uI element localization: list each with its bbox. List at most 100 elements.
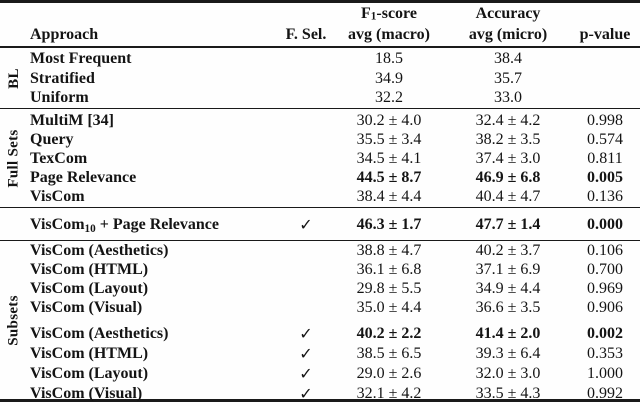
- f1-score-cell: 36.1 ± 6.8: [356, 261, 422, 279]
- table-row: VisCom (HTML) 36.1 ± 6.8 37.1 ± 6.9 0.70…: [0, 261, 640, 280]
- table-header: F1-score Accuracy Approach F. Sel. avg (…: [0, 4, 640, 45]
- p-value-cell: 0.811: [587, 149, 623, 167]
- approach-name: Stratified: [30, 69, 95, 87]
- rule-below-header: [0, 46, 640, 48]
- table-row: VisCom (Aesthetics) ✓ 40.2 ± 2.2 41.4 ± …: [0, 324, 640, 344]
- f1-score-cell: 34.5 ± 4.1: [356, 149, 422, 167]
- approach-name: Most Frequent: [30, 49, 132, 67]
- f1-score-cell: 29.0 ± 2.6: [356, 365, 422, 382]
- approach-name: VisCom (HTML): [30, 261, 149, 279]
- table-row: TexCom 34.5 ± 4.1 37.4 ± 3.0 0.811: [0, 149, 640, 168]
- rule-top: [0, 0, 640, 3]
- table-row: VisCom (Visual) 35.0 ± 4.4 36.6 ± 3.5 0.…: [0, 298, 640, 317]
- approach-name: VisCom (Visual): [30, 385, 143, 402]
- p-value-cell: 0.136: [587, 187, 623, 205]
- f1-score-cell: 30.2 ± 4.0: [356, 111, 422, 129]
- section-combined: VisCom10 + Page Relevance ✓ 46.3 ± 1.7 4…: [0, 209, 640, 240]
- table-row: Stratified 34.9 35.7: [0, 69, 640, 89]
- f1-score-cell: 32.2: [375, 89, 403, 107]
- table-row: VisCom (Layout) ✓ 29.0 ± 2.6 32.0 ± 3.0 …: [0, 364, 640, 384]
- checkmark: ✓: [299, 216, 313, 234]
- approach-name: VisCom (Aesthetics): [30, 242, 169, 260]
- rule-above-combined: [0, 207, 640, 209]
- accuracy-cell: 39.3 ± 6.4: [475, 345, 541, 362]
- header-approach: Approach: [30, 25, 99, 43]
- p-value-cell: 0.106: [587, 242, 623, 260]
- approach-name: VisCom10 + Page Relevance: [30, 215, 219, 235]
- approach-name: VisCom (HTML): [30, 345, 149, 362]
- accuracy-cell: 37.4 ± 3.0: [475, 149, 541, 167]
- accuracy-cell: 32.4 ± 4.2: [475, 111, 541, 129]
- p-value-cell: 0.969: [587, 279, 623, 297]
- checkmark: ✓: [299, 346, 313, 363]
- p-value-cell: 0.002: [587, 325, 623, 342]
- accuracy-cell: 37.1 ± 6.9: [475, 261, 541, 279]
- header-f1-score: F1-score: [361, 5, 417, 23]
- table-row: VisCom (Aesthetics) 38.8 ± 4.7 40.2 ± 3.…: [0, 242, 640, 261]
- table-row: VisCom (HTML) ✓ 38.5 ± 6.5 39.3 ± 6.4 0.…: [0, 344, 640, 364]
- approach-name: VisCom: [30, 187, 85, 205]
- f1-score-cell: 32.1 ± 4.2: [356, 385, 422, 402]
- checkmark: ✓: [299, 386, 313, 403]
- f1-score-cell: 38.8 ± 4.7: [356, 242, 422, 260]
- table-row: VisCom (Visual) ✓ 32.1 ± 4.2 33.5 ± 4.3 …: [0, 384, 640, 404]
- accuracy-cell: 32.0 ± 3.0: [475, 365, 541, 382]
- accuracy-cell: 40.4 ± 4.7: [475, 187, 541, 205]
- p-value-cell: 0.906: [587, 298, 623, 316]
- p-value-cell: 0.992: [587, 385, 623, 402]
- accuracy-cell: 41.4 ± 2.0: [475, 325, 541, 342]
- p-value-cell: 0.998: [587, 111, 623, 129]
- approach-name: Uniform: [30, 89, 89, 107]
- table-row: Page Relevance 44.5 ± 8.7 46.9 ± 6.8 0.0…: [0, 168, 640, 187]
- f1-score-cell: 38.4 ± 4.4: [356, 187, 422, 205]
- f1-score-cell: 44.5 ± 8.7: [356, 168, 422, 186]
- p-value-cell: 0.353: [587, 345, 623, 362]
- rule-below-combined: [0, 240, 640, 242]
- p-value-cell: 0.574: [587, 130, 623, 148]
- rule-bottom: [0, 399, 640, 402]
- section-full-sets: Full Sets MultiM [34] 30.2 ± 4.0 32.4 ± …: [0, 111, 640, 206]
- f1-score-cell: 34.9: [375, 69, 403, 87]
- header-avg-micro: avg (micro): [468, 25, 548, 43]
- approach-name: VisCom (Visual): [30, 298, 143, 316]
- p-value-cell: 0.000: [587, 215, 623, 233]
- p-value-cell: 0.005: [587, 168, 623, 186]
- table-row: MultiM [34] 30.2 ± 4.0 32.4 ± 4.2 0.998: [0, 111, 640, 130]
- header-row-bottom: Approach F. Sel. avg (macro) avg (micro)…: [0, 25, 640, 46]
- p-value-cell: 0.700: [587, 261, 623, 279]
- table-row: VisCom (Layout) 29.8 ± 5.5 34.9 ± 4.4 0.…: [0, 280, 640, 299]
- section-subsets: Subsets VisCom (Aesthetics) 38.8 ± 4.7 4…: [0, 242, 640, 403]
- header-avg-macro: avg (macro): [348, 25, 430, 43]
- table-row: VisCom10 + Page Relevance ✓ 46.3 ± 1.7 4…: [0, 209, 640, 240]
- approach-name: VisCom (Aesthetics): [30, 325, 169, 342]
- accuracy-cell: 36.6 ± 3.5: [475, 298, 541, 316]
- accuracy-cell: 40.2 ± 3.7: [475, 242, 541, 260]
- accuracy-cell: 33.5 ± 4.3: [475, 385, 541, 402]
- f1-score-cell: 38.5 ± 6.5: [356, 345, 422, 362]
- approach-name: Page Relevance: [30, 168, 137, 186]
- f1-score-cell: 40.2 ± 2.2: [356, 325, 422, 342]
- header-feature-selection: F. Sel.: [285, 25, 327, 43]
- f1-score-cell: 46.3 ± 1.7: [356, 215, 422, 233]
- subsets-block-plain: VisCom (Aesthetics) 38.8 ± 4.7 40.2 ± 3.…: [0, 242, 640, 317]
- header-p-value: p-value: [579, 25, 631, 43]
- accuracy-cell: 34.9 ± 4.4: [475, 279, 541, 297]
- table-row: Query 35.5 ± 3.4 38.2 ± 3.5 0.574: [0, 130, 640, 149]
- f1-score-cell: 35.0 ± 4.4: [356, 298, 422, 316]
- approach-name: TexCom: [30, 149, 88, 167]
- checkmark: ✓: [299, 326, 313, 343]
- accuracy-cell: 38.2 ± 3.5: [475, 130, 541, 148]
- accuracy-cell: 47.7 ± 1.4: [475, 215, 541, 233]
- section-baselines: BL Most Frequent 18.5 38.4 Stratified 34…: [0, 49, 640, 108]
- f1-score-cell: 35.5 ± 3.4: [356, 130, 422, 148]
- table-row: Most Frequent 18.5 38.4: [0, 49, 640, 69]
- f1-score-cell: 18.5: [375, 49, 403, 67]
- accuracy-cell: 33.0: [494, 89, 522, 107]
- approach-name: Query: [30, 130, 74, 148]
- table-row: VisCom 38.4 ± 4.4 40.4 ± 4.7 0.136: [0, 187, 640, 206]
- subsets-block-selected: VisCom (Aesthetics) ✓ 40.2 ± 2.2 41.4 ± …: [0, 324, 640, 403]
- table-row: Uniform 32.2 33.0: [0, 88, 640, 108]
- approach-name: VisCom (Layout): [30, 365, 149, 382]
- rule-below-bl: [0, 108, 640, 110]
